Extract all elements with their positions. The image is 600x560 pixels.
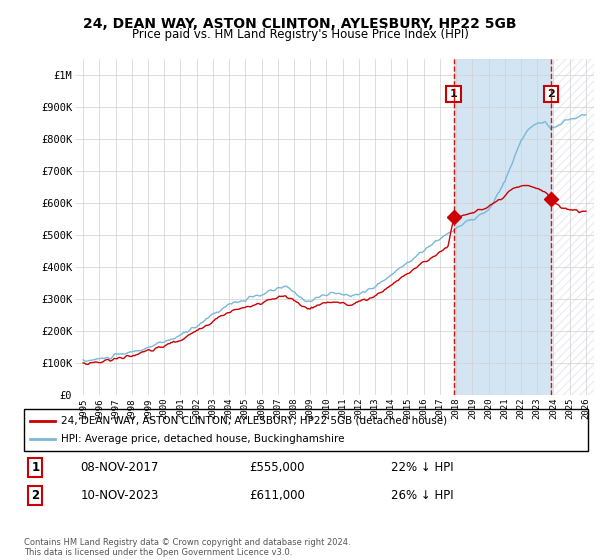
Text: £555,000: £555,000	[250, 461, 305, 474]
Text: 22% ↓ HPI: 22% ↓ HPI	[391, 461, 453, 474]
Text: Contains HM Land Registry data © Crown copyright and database right 2024.
This d: Contains HM Land Registry data © Crown c…	[24, 538, 350, 557]
Text: £611,000: £611,000	[250, 489, 305, 502]
Text: 26% ↓ HPI: 26% ↓ HPI	[391, 489, 453, 502]
Text: 08-NOV-2017: 08-NOV-2017	[80, 461, 159, 474]
Bar	[454, 59, 551, 395]
Text: 24, DEAN WAY, ASTON CLINTON, AYLESBURY, HP22 5GB (detached house): 24, DEAN WAY, ASTON CLINTON, AYLESBURY, …	[61, 416, 447, 426]
Text: 10-NOV-2023: 10-NOV-2023	[80, 489, 159, 502]
Bar	[551, 59, 594, 395]
Text: 2: 2	[31, 489, 40, 502]
Text: 2: 2	[547, 89, 555, 99]
Text: 1: 1	[450, 89, 458, 99]
Text: HPI: Average price, detached house, Buckinghamshire: HPI: Average price, detached house, Buck…	[61, 434, 344, 444]
Text: 24, DEAN WAY, ASTON CLINTON, AYLESBURY, HP22 5GB: 24, DEAN WAY, ASTON CLINTON, AYLESBURY, …	[83, 17, 517, 31]
Text: 1: 1	[31, 461, 40, 474]
Text: Price paid vs. HM Land Registry's House Price Index (HPI): Price paid vs. HM Land Registry's House …	[131, 28, 469, 41]
